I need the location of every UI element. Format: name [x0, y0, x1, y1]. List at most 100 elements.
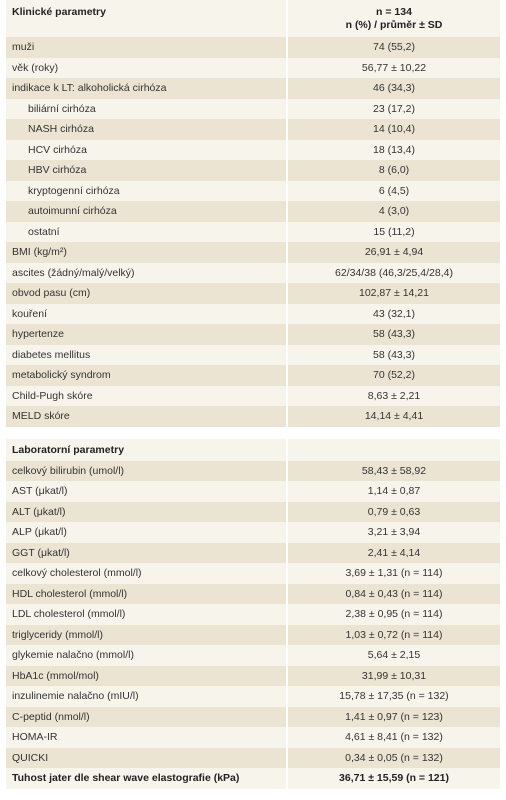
label-text: Child-Pugh skóre [12, 389, 93, 402]
header-columns: n = 134 n (%) / průměr ± SD [288, 0, 500, 37]
row-value: 46 (34,3) [372, 82, 416, 95]
row-label: celkový cholesterol (mmol/l) [6, 563, 288, 584]
label-text: NASH cirhóza [28, 123, 94, 136]
label-text: kryptogenní cirhóza [28, 184, 120, 197]
row-value: 23 (17,2) [372, 102, 416, 115]
table-row: HbA1c (mmol/mol) 31,99 ± 10,31 [6, 665, 500, 686]
row-label: inzulinemie nalačno (mIU/l) [6, 686, 288, 707]
table-header: Klinické parametry n = 134 n (%) / průmě… [6, 0, 500, 37]
row-label: ALP (μkat/l) [6, 522, 288, 543]
row-label: celkový bilirubin (umol/l) [6, 460, 288, 481]
row-value: 43 (32,1) [372, 307, 416, 320]
table-row: MELD skóre 14,14 ± 4,41 [6, 406, 500, 427]
label-text: MELD skóre [12, 410, 70, 423]
row-value: 58 (43,3) [372, 328, 416, 341]
row-value: 0,79 ± 0,63 [367, 505, 421, 518]
label-text: ALT (μkat/l) [12, 505, 66, 518]
label-text: věk (roky) [12, 61, 59, 74]
table-row: ALP (μkat/l) 3,21 ± 3,94 [6, 522, 500, 543]
table-row: ostatní 15 (11,2) [6, 221, 500, 242]
row-value: 1,14 ± 0,87 [367, 485, 421, 498]
label-text: indikace k LT: alkoholická cirhóza [12, 82, 167, 95]
row-value: 31,99 ± 10,31 [361, 669, 427, 682]
label-text: AST (μkat/l) [12, 485, 68, 498]
row-label: metabolický syndrom [6, 365, 288, 386]
table-row: autoimunní cirhóza 4 (3,0) [6, 201, 500, 222]
row-label: obvod pasu (cm) [6, 283, 288, 304]
label-text: autoimunní cirhóza [28, 205, 117, 218]
row-label: NASH cirhóza [6, 119, 288, 140]
table-row: HOMA-IR 4,61 ± 8,41 (n = 132) [6, 727, 500, 748]
row-label: ALT (μkat/l) [6, 501, 288, 522]
row-label: triglyceridy (mmol/l) [6, 624, 288, 645]
table-row: ascites (žádný/malý/velký) 62/34/38 (46,3… [6, 262, 500, 283]
row-value: 74 (55,2) [372, 41, 416, 54]
row-value: 15,78 ± 17,35 (n = 132) [339, 690, 449, 703]
label-text: GGT (μkat/l) [12, 546, 70, 559]
row-value: 2,38 ± 0,95 (n = 114) [345, 608, 443, 621]
row-value: 14 (10,4) [372, 123, 416, 136]
label-text: muži [12, 41, 35, 54]
row-label: biliární cirhóza [6, 98, 288, 119]
row-value: 6 (4,5) [378, 184, 410, 197]
row-label: indikace k LT: alkoholická cirhóza [6, 78, 288, 99]
row-label: kouření [6, 303, 288, 324]
row-label: ostatní [6, 221, 288, 242]
table-row: metabolický syndrom 70 (52,2) [6, 365, 500, 386]
label-text: HOMA-IR [12, 731, 58, 744]
row-value: 4,61 ± 8,41 (n = 132) [345, 731, 443, 744]
table-row: HDL cholesterol (mmol/l) 0,84 ± 0,43 (n =… [6, 583, 500, 604]
row-label: kryptogenní cirhóza [6, 180, 288, 201]
row-label: LDL cholesterol (mmol/l) [6, 604, 288, 625]
row-value: 0,34 ± 0,05 (n = 132) [345, 751, 443, 764]
row-label: HbA1c (mmol/mol) [6, 665, 288, 686]
row-value: 0,84 ± 0,43 (n = 114) [345, 587, 443, 600]
label-text: BMI (kg/m²) [12, 246, 67, 259]
table-row: diabetes mellitus 58 (43,3) [6, 344, 500, 365]
label-text: obvod pasu (cm) [12, 287, 91, 300]
row-label: MELD skóre [6, 406, 288, 427]
row-value: 70 (52,2) [372, 369, 416, 382]
table-row: HBV cirhóza 8 (6,0) [6, 160, 500, 181]
label-text: kouření [12, 307, 48, 320]
row-label: C-peptid (nmol/l) [6, 706, 288, 727]
header-n: n = 134 [376, 6, 412, 18]
row-label: Child-Pugh skóre [6, 385, 288, 406]
header-subtitle: n (%) / průměr ± SD [345, 19, 443, 31]
label-text: LDL cholesterol (mmol/l) [12, 608, 126, 621]
row-value: 8,63 ± 2,21 [367, 389, 421, 402]
label-text: HbA1c (mmol/mol) [12, 669, 99, 682]
row-value: 62/34/38 (46,3/25,4/28,4) [335, 266, 453, 279]
row-label: glykemie nalačno (mmol/l) [6, 645, 288, 666]
row-value: 1,41 ± 0,97 (n = 123) [345, 710, 443, 723]
table-row: QUICKI 0,34 ± 0,05 (n = 132) [6, 747, 500, 768]
table-row: věk (roky) 56,77 ± 10,22 [6, 57, 500, 78]
label-text: Tuhost jater dle shear wave elastografie… [12, 772, 240, 785]
label-text: glykemie nalačno (mmol/l) [12, 649, 134, 662]
row-label: věk (roky) [6, 57, 288, 78]
row-value: 58 (43,3) [372, 348, 416, 361]
row-value: 14,14 ± 4,41 [364, 410, 424, 423]
table-row: biliární cirhóza 23 (17,2) [6, 98, 500, 119]
label-text: hypertenze [12, 328, 64, 341]
label-text: ostatní [28, 225, 60, 238]
row-label: QUICKI [6, 747, 288, 768]
row-label: HOMA-IR [6, 727, 288, 748]
table-row: inzulinemie nalačno (mIU/l) 15,78 ± 17,35… [6, 686, 500, 707]
table-row: LDL cholesterol (mmol/l) 2,38 ± 0,95 (n =… [6, 604, 500, 625]
table-row: AST (μkat/l) 1,14 ± 0,87 [6, 481, 500, 502]
label-text: QUICKI [12, 751, 49, 764]
row-label: autoimunní cirhóza [6, 201, 288, 222]
table-row: GGT (μkat/l) 2,41 ± 4,14 [6, 542, 500, 563]
row-value: 36,71 ± 15,59 (n = 121) [339, 772, 449, 785]
row-label: AST (μkat/l) [6, 481, 288, 502]
row-label: HBV cirhóza [6, 160, 288, 181]
table-row: BMI (kg/m²) 26,91 ± 4,94 [6, 242, 500, 263]
label-text: HCV cirhóza [28, 143, 87, 156]
row-value: 5,64 ± 2,15 [367, 649, 421, 662]
row-value: 56,77 ± 10,22 [361, 61, 427, 74]
table-row: ALT (μkat/l) 0,79 ± 0,63 [6, 501, 500, 522]
label-text: HDL cholesterol (mmol/l) [12, 587, 128, 600]
label-text: triglyceridy (mmol/l) [12, 628, 104, 641]
row-value: 18 (13,4) [372, 143, 416, 156]
